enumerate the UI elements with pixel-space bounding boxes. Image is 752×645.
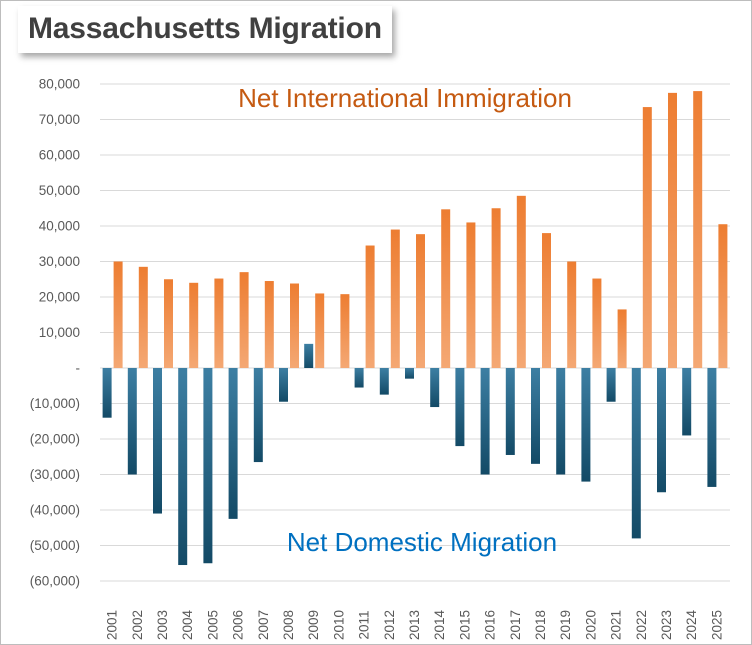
bar-domestic-2005 bbox=[203, 368, 213, 564]
y-tick-label: (60,000) bbox=[30, 574, 80, 589]
bar-international-2013 bbox=[416, 234, 425, 368]
bar-international-2011 bbox=[365, 245, 375, 368]
y-tick-label: (20,000) bbox=[30, 432, 80, 447]
x-tick-label: 2023 bbox=[659, 610, 674, 640]
bar-domestic-2025 bbox=[707, 368, 717, 487]
bar-domestic-2012 bbox=[379, 368, 389, 395]
x-tick-label: 2022 bbox=[634, 610, 649, 640]
y-tick-label: 30,000 bbox=[39, 254, 80, 269]
bar-international-2009 bbox=[315, 293, 325, 368]
bar-domestic-2009 bbox=[304, 343, 314, 368]
x-tick-label: 2011 bbox=[357, 610, 372, 639]
bar-international-2021 bbox=[617, 309, 627, 368]
x-tick-label: 2018 bbox=[533, 610, 548, 640]
y-tick-label: 80,000 bbox=[39, 77, 80, 92]
bar-international-2002 bbox=[138, 266, 148, 368]
bar-international-2001 bbox=[113, 261, 123, 368]
y-tick-label: 70,000 bbox=[39, 112, 80, 127]
bar-international-2015 bbox=[466, 222, 476, 368]
chart-title: Massachusetts Migration bbox=[28, 12, 382, 45]
x-tick-label: 2009 bbox=[306, 610, 321, 640]
bar-international-2020 bbox=[592, 278, 602, 368]
bar-international-2019 bbox=[567, 261, 577, 368]
x-tick-label: 2017 bbox=[508, 610, 523, 640]
bar-international-2004 bbox=[189, 282, 199, 368]
bar-international-2016 bbox=[491, 208, 501, 368]
x-tick-label: 2016 bbox=[483, 610, 498, 640]
annotation-international: Net International Immigration bbox=[238, 83, 572, 113]
x-tick-label: 2010 bbox=[331, 610, 346, 640]
bar-international-2006 bbox=[239, 272, 249, 368]
x-tick-label: 2024 bbox=[684, 609, 699, 640]
x-tick-label: 2003 bbox=[155, 610, 170, 640]
x-tick-label: 2015 bbox=[457, 610, 472, 640]
annotation-domestic: Net Domestic Migration bbox=[287, 527, 557, 557]
y-tick-label: 60,000 bbox=[39, 148, 80, 163]
x-tick-label: 2004 bbox=[180, 609, 195, 640]
x-tick-label: 2006 bbox=[231, 610, 246, 640]
bar-domestic-2018 bbox=[531, 368, 540, 464]
bar-domestic-2004 bbox=[178, 368, 188, 566]
x-tick-label: 2001 bbox=[105, 610, 120, 640]
y-tick-label: 20,000 bbox=[39, 290, 80, 305]
bar-international-2014 bbox=[441, 209, 451, 368]
y-tick-label: (10,000) bbox=[30, 396, 80, 411]
bar-international-2018 bbox=[542, 233, 551, 368]
x-tick-label: 2005 bbox=[205, 610, 220, 640]
bar-domestic-2015 bbox=[455, 368, 465, 447]
bar-domestic-2006 bbox=[228, 368, 238, 519]
x-tick-label: 2013 bbox=[407, 610, 422, 640]
bar-international-2022 bbox=[642, 107, 652, 368]
bar-domestic-2023 bbox=[657, 368, 666, 493]
x-tick-label: 2019 bbox=[558, 610, 573, 640]
y-tick-label: 50,000 bbox=[39, 183, 80, 198]
x-tick-label: 2008 bbox=[281, 610, 296, 640]
x-axis-ticks: 2001 2002 2003 2004 2005 2006 2007 2008 2009 2010… bbox=[105, 609, 725, 640]
y-tick-label: 10,000 bbox=[39, 325, 80, 340]
bar-international-2024 bbox=[693, 91, 703, 368]
y-tick-label: (50,000) bbox=[30, 538, 80, 553]
x-tick-label: 2020 bbox=[583, 610, 598, 640]
bar-domestic-2020 bbox=[581, 368, 591, 482]
chart-title-box: Massachusetts Migration bbox=[18, 6, 392, 53]
y-tick-label: (30,000) bbox=[30, 467, 80, 482]
y-tick-label: (40,000) bbox=[30, 503, 80, 518]
bar-domestic-2003 bbox=[153, 368, 162, 514]
x-tick-label: 2012 bbox=[382, 610, 397, 640]
bar-international-2007 bbox=[264, 281, 274, 368]
x-tick-label: 2021 bbox=[609, 610, 624, 640]
x-tick-label: 2014 bbox=[432, 609, 447, 640]
bars bbox=[102, 91, 728, 566]
bar-international-2005 bbox=[214, 278, 224, 368]
y-axis-ticks: 80,000 70,000 60,000 50,000 40,000 30,000 20,0… bbox=[30, 77, 80, 589]
bar-domestic-2007 bbox=[253, 368, 263, 463]
bar-international-2025 bbox=[718, 224, 728, 368]
bar-domestic-2011 bbox=[354, 368, 364, 388]
x-tick-label: 2007 bbox=[256, 610, 271, 640]
y-tick-label: - bbox=[76, 361, 81, 376]
bar-international-2012 bbox=[390, 229, 400, 368]
bar-domestic-2022 bbox=[631, 368, 641, 539]
bar-domestic-2016 bbox=[480, 368, 490, 475]
bar-international-2008 bbox=[290, 283, 299, 368]
bar-domestic-2013 bbox=[405, 368, 414, 379]
bar-domestic-2019 bbox=[556, 368, 566, 475]
bar-international-2023 bbox=[668, 92, 677, 368]
bar-domestic-2021 bbox=[606, 368, 616, 402]
x-tick-label: 2002 bbox=[130, 610, 145, 640]
y-tick-label: 40,000 bbox=[39, 219, 80, 234]
bar-domestic-2001 bbox=[102, 368, 112, 418]
bar-domestic-2014 bbox=[430, 368, 440, 408]
bar-domestic-2024 bbox=[682, 368, 692, 436]
bar-domestic-2002 bbox=[127, 368, 137, 475]
bar-domestic-2017 bbox=[505, 368, 515, 455]
bar-international-2003 bbox=[164, 279, 173, 368]
bar-international-2017 bbox=[516, 195, 526, 368]
bar-international-2010 bbox=[340, 294, 350, 368]
x-tick-label: 2025 bbox=[709, 610, 724, 640]
bar-domestic-2008 bbox=[279, 368, 288, 402]
gridlines bbox=[100, 83, 730, 582]
